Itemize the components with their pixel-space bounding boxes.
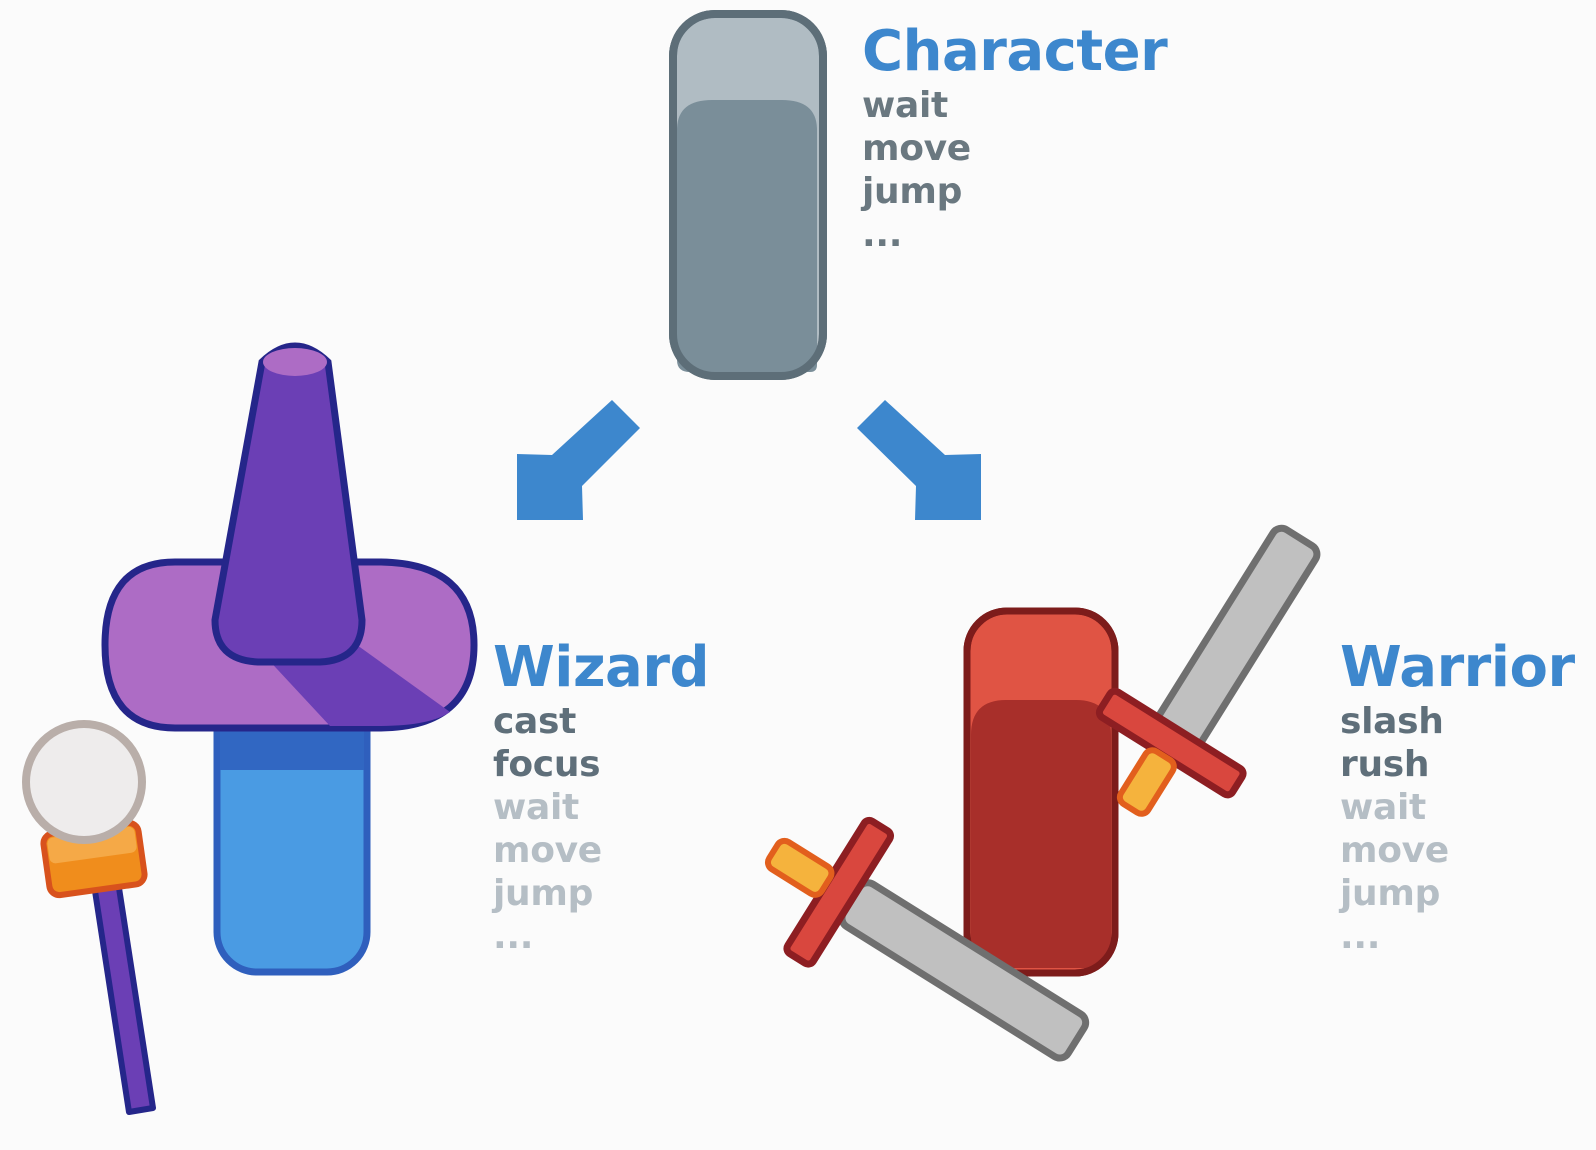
wizard-inherited-method: ... [493,916,534,957]
wizard-own-method: cast [493,701,577,742]
warrior-title: Warrior [1340,635,1575,700]
warrior-own-method: rush [1340,744,1430,785]
wizard-body [213,686,371,976]
character-method: jump [862,171,963,212]
wizard-inherited-method: jump [493,873,594,914]
warrior-inherited-method: ... [1340,916,1381,957]
warrior-sword-icon [1095,524,1321,817]
character-method: ... [862,214,903,255]
warrior-inherited-method: wait [1340,787,1426,828]
character-figure [669,10,827,380]
wizard-own-method: focus [493,744,601,785]
wizard-label-block: Wizard cast focus wait move jump ... [493,635,710,958]
arrow-down-right-icon [857,400,981,520]
character-method: move [862,128,971,169]
warrior-label-block: Warrior slash rush wait move jump ... [1340,636,1575,958]
warrior-body [963,607,1119,977]
character-label-block: Character wait move jump ... [862,19,1168,256]
character-method: wait [862,85,948,126]
warrior-inherited-method: jump [1340,873,1441,914]
wizard-inherited-method: move [493,830,602,871]
wizard-title: Wizard [493,635,710,700]
wizard-wand-icon [22,720,156,1115]
wizard-hat-icon [101,342,478,732]
arrow-down-left-icon [517,400,640,520]
wizard-inherited-method: wait [493,787,579,828]
character-title: Character [862,19,1168,84]
warrior-sword-icon [764,816,1090,1062]
warrior-own-method: slash [1340,701,1444,742]
warrior-inherited-method: move [1340,830,1449,871]
